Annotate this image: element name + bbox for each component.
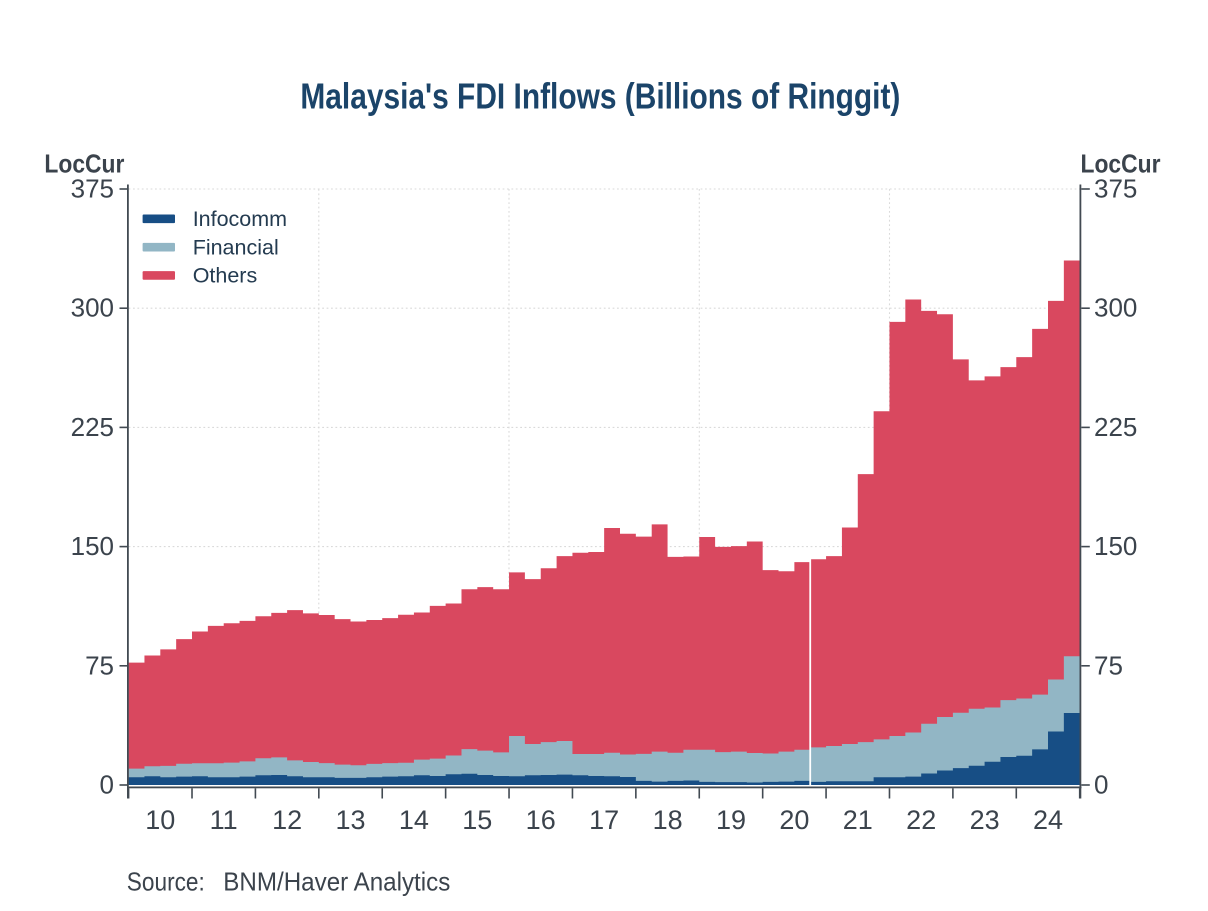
- svg-text:23: 23: [970, 805, 1000, 835]
- svg-text:Others: Others: [193, 264, 258, 288]
- svg-text:Malaysia's FDI Inflows (Billio: Malaysia's FDI Inflows (Billions of Ring…: [300, 76, 900, 117]
- svg-text:150: 150: [1094, 531, 1137, 561]
- svg-text:11: 11: [210, 805, 238, 835]
- svg-text:BNM/Haver Analytics: BNM/Haver Analytics: [223, 867, 450, 897]
- svg-text:300: 300: [1094, 293, 1137, 323]
- svg-text:19: 19: [716, 805, 746, 835]
- svg-text:13: 13: [335, 805, 365, 835]
- svg-text:20: 20: [779, 805, 809, 835]
- svg-text:150: 150: [71, 531, 114, 561]
- svg-text:375: 375: [1094, 174, 1137, 204]
- svg-text:14: 14: [399, 805, 429, 835]
- svg-text:0: 0: [100, 770, 114, 800]
- svg-text:LocCur: LocCur: [44, 148, 124, 178]
- svg-text:75: 75: [1094, 650, 1123, 680]
- svg-text:225: 225: [1094, 412, 1137, 442]
- svg-text:Financial: Financial: [193, 236, 279, 260]
- svg-text:225: 225: [71, 412, 114, 442]
- svg-text:Source:: Source:: [127, 867, 205, 897]
- svg-text:17: 17: [589, 805, 619, 835]
- svg-text:Infocomm: Infocomm: [193, 207, 287, 231]
- svg-text:22: 22: [906, 805, 936, 835]
- svg-text:15: 15: [462, 805, 492, 835]
- svg-text:21: 21: [843, 805, 873, 835]
- svg-text:75: 75: [85, 650, 114, 680]
- svg-text:24: 24: [1033, 805, 1063, 835]
- svg-text:LocCur: LocCur: [1081, 148, 1161, 178]
- svg-text:300: 300: [71, 293, 114, 323]
- svg-text:18: 18: [653, 805, 683, 835]
- svg-text:0: 0: [1094, 770, 1108, 800]
- svg-text:12: 12: [272, 805, 302, 835]
- svg-text:10: 10: [145, 805, 175, 835]
- svg-text:16: 16: [526, 805, 556, 835]
- svg-text:375: 375: [71, 174, 114, 204]
